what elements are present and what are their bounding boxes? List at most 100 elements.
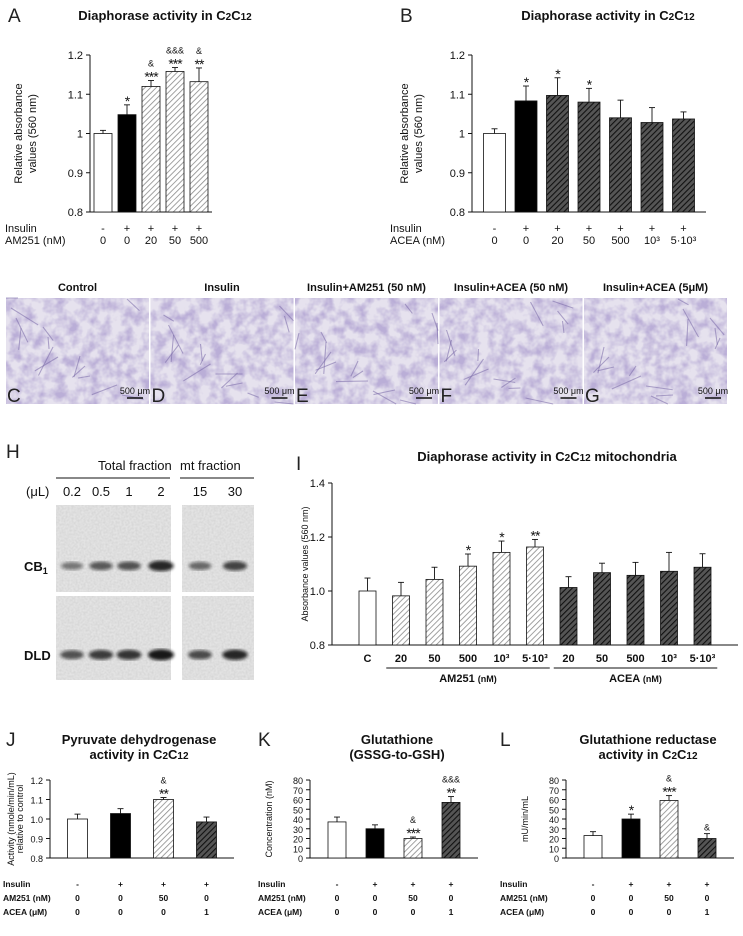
cell-streak [464, 358, 484, 386]
y-tick-label: 0 [298, 854, 303, 864]
category-label: 0 [118, 907, 123, 917]
cell-streak [686, 318, 689, 346]
ampersand-label: & [160, 776, 166, 786]
blot-row-label: DLD [24, 648, 51, 663]
cell-streak [294, 332, 300, 350]
category-label: + [680, 223, 686, 235]
category-label: 0 [591, 893, 596, 903]
row-label: ACEA (μM) [500, 907, 544, 917]
cell-streak [463, 368, 489, 381]
panel-letters: A B I J K L H [6, 6, 511, 751]
bar [93, 133, 113, 213]
bar [365, 828, 385, 859]
cell-streak [91, 384, 118, 396]
blot-row-cb: CB1 [24, 505, 254, 592]
blot-band [117, 561, 141, 571]
blot-band [148, 649, 174, 661]
category-label: + [196, 223, 202, 235]
cell-streak [525, 397, 554, 405]
panel-letter-b: B [400, 6, 413, 27]
y-tick-label: 1.2 [30, 776, 43, 786]
cell-streak [714, 327, 718, 345]
category-label: + [373, 879, 378, 889]
y-tick-label: 70 [293, 786, 303, 796]
cell-streak [10, 307, 39, 326]
lane-volume-label: 0.5 [92, 484, 110, 499]
y-tick-label: 30 [293, 825, 303, 835]
category-label: 0 [75, 893, 80, 903]
significance-label: ** [531, 527, 541, 543]
blot-band [60, 650, 84, 660]
chart-a: Diaphorase activity in C2C12 0.8 0.9 1 1.1 1.… [5, 8, 252, 247]
panel-letter-a: A [8, 6, 21, 27]
row-label: AM251 (nM) [500, 893, 548, 903]
cell-streak [714, 337, 721, 350]
y-tick-label: 1 [459, 129, 465, 141]
category-label: 50 [428, 653, 440, 665]
category-label: 0 [335, 907, 340, 917]
bar [425, 578, 444, 646]
panel-letter-k: K [258, 730, 271, 751]
blot-noise [56, 596, 171, 680]
cell-streak [404, 303, 413, 314]
category-label: 0 [629, 907, 634, 917]
category-label: 50 [596, 653, 608, 665]
category-label: 20 [551, 235, 563, 247]
row-label: ACEA (nM) [390, 235, 445, 247]
cell-streak [183, 363, 211, 382]
row-label: Insulin [500, 879, 527, 889]
bar [672, 118, 695, 213]
scale-bar-label: 500 μm [264, 386, 294, 396]
y-axis-label-2: values (560 nm) [27, 94, 39, 173]
micrograph-label: Insulin+AM251 (50 nM) [307, 282, 426, 294]
cell-streak [443, 349, 457, 363]
category-label: 10³ [494, 653, 510, 665]
y-tick-label: 1.2 [310, 532, 325, 544]
category-label: 20 [562, 653, 574, 665]
category-label: + [449, 879, 454, 889]
cell-streak [279, 305, 294, 322]
significance-label: *** [662, 784, 677, 800]
y-tick-label: 1.1 [68, 89, 83, 101]
ampersand-label: & [148, 59, 154, 69]
lane-volume-label: 30 [228, 484, 242, 499]
blot-band [148, 560, 174, 572]
lane-volume-label: 2 [157, 484, 164, 499]
micrograph-c: 500 μm [6, 297, 150, 404]
category-label: 0 [667, 907, 672, 917]
y-axis-label-2: values (560 nm) [413, 94, 425, 173]
row-label: ACEA (μM) [258, 907, 302, 917]
category-label: 0 [100, 235, 106, 247]
chart-title-line2: activity in C2C12 [89, 747, 188, 762]
y-axis-label: Relative absorbance [399, 83, 411, 183]
bar [483, 133, 506, 213]
category-label: 20 [145, 235, 157, 247]
row-label: AM251 (nM) [5, 235, 66, 247]
blot-band [222, 561, 248, 571]
western-blot: Total fraction mt fraction (μL) 0.2 0.5 1 2 15 3… [24, 458, 254, 680]
category-label: + [118, 879, 123, 889]
y-tick-label: 1.1 [450, 89, 465, 101]
cell-streak [372, 390, 397, 405]
category-label: + [554, 223, 560, 235]
category-label: 50 [408, 893, 418, 903]
bar [621, 818, 641, 859]
category-label: + [649, 223, 655, 235]
y-tick-label: 80 [293, 776, 303, 786]
y-tick-label: 1.2 [450, 50, 465, 62]
chart-k: Glutathione(GSSG-to-GSH)0102030405060708… [258, 732, 478, 917]
chart-title: Diaphorase activity in C2C12 [521, 8, 695, 23]
row-label: ACEA (μM) [3, 907, 47, 917]
blot-band [222, 649, 248, 661]
significance-label: ** [159, 786, 169, 802]
category-label: + [411, 879, 416, 889]
category-label: 5·10³ [690, 653, 716, 665]
category-label: 50 [664, 893, 674, 903]
chart-title: Glutathione [361, 732, 433, 747]
bar [659, 800, 679, 859]
panel-letter-e: E [296, 386, 309, 407]
cell-streak [399, 399, 417, 405]
significance-label: ** [195, 56, 205, 72]
cell-streak [78, 375, 91, 379]
